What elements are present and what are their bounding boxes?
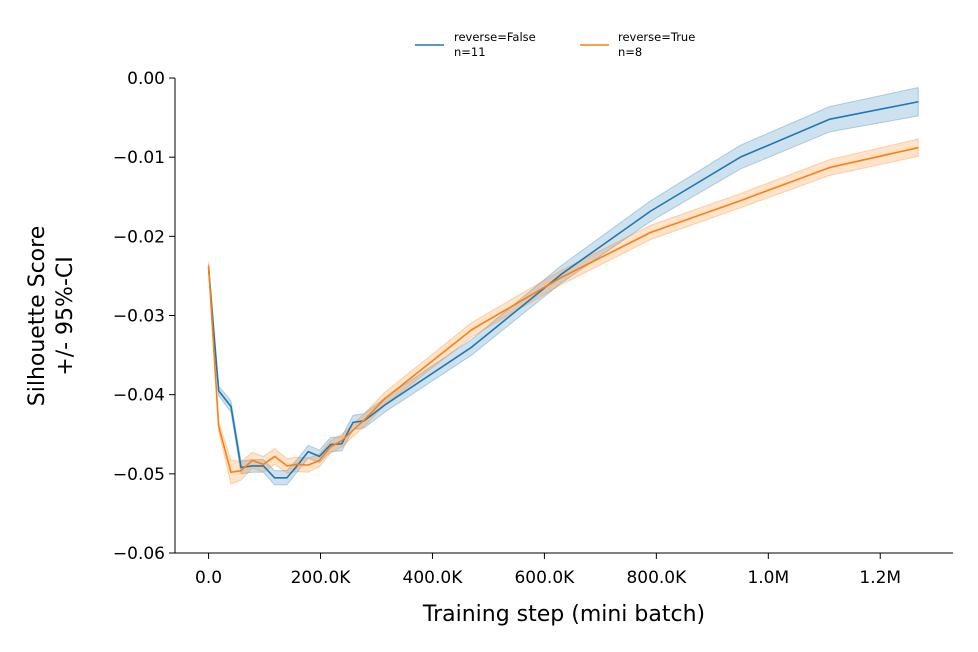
ci-band-series-1 [208,138,919,485]
axes [174,78,953,554]
legend-count-series-1: n=8 [618,45,642,59]
y-tick-label: −0.01 [113,148,165,168]
series-line-1 [207,146,919,474]
axis-labels: Training step (mini batch) Silhouette Sco… [25,226,705,627]
y-axis-label-line: +/- 95%-CI [53,256,78,375]
x-tick-label: 1.0M [747,568,789,588]
y-axis-label: Silhouette Score +/- 95%-CI [25,226,78,406]
y-tick-label: −0.04 [113,386,165,406]
x-tick-label: 800.0K [626,568,687,588]
x-axis-label: Training step (mini batch) [422,602,705,627]
x-tick-label: 1.2M [859,568,901,588]
x-tick-label: 200.0K [291,568,352,588]
x-tick-label: 0.0 [195,568,222,588]
legend-label-series-1: reverse=True [618,30,695,44]
x-tick-label: 400.0K [403,568,464,588]
x-tick-label: 600.0K [514,568,575,588]
y-tick-label: −0.02 [113,227,165,247]
confidence-bands [208,86,919,486]
y-axis-label-line: Silhouette Score [25,226,50,406]
y-tick-label: −0.03 [113,307,165,327]
ticks: 0.0 200.0K 400.0K 600.0K 800.0K 1.0M 1.2M 0.00 −… [113,69,901,588]
legend-count-series-0: n=11 [454,45,486,59]
series-line-0 [207,100,919,479]
y-tick-label: −0.06 [113,544,165,564]
y-tick-label: 0.00 [127,69,165,89]
series-lines [207,100,919,479]
legend-label-series-0: reverse=False [454,30,536,44]
ci-band-series-0 [208,86,919,486]
y-tick-label: −0.05 [113,465,165,485]
